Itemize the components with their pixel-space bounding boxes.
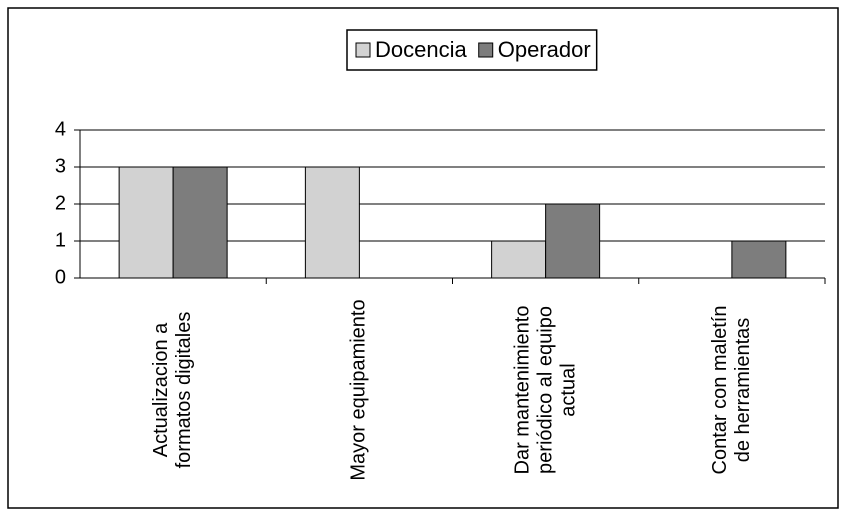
bar bbox=[731, 240, 787, 279]
y-tick-label: 3 bbox=[55, 155, 66, 177]
y-tick-label: 2 bbox=[55, 192, 66, 214]
bar bbox=[545, 203, 601, 279]
x-tick-label: Dar mantenimiento periódico al equipo ac… bbox=[511, 305, 580, 474]
chart-frame bbox=[7, 7, 839, 509]
y-tick-label: 4 bbox=[55, 118, 66, 140]
x-tick-label: Actualizacion a formatos digitales bbox=[150, 311, 196, 468]
bar bbox=[304, 166, 360, 279]
x-tick-label: Contar con maletín de herramientas bbox=[708, 305, 754, 474]
bar bbox=[491, 240, 547, 279]
legend-swatch bbox=[478, 42, 494, 58]
bar bbox=[118, 166, 174, 279]
legend-swatch bbox=[355, 42, 371, 58]
y-tick-label: 0 bbox=[55, 266, 66, 288]
y-tick-label: 1 bbox=[55, 229, 66, 251]
legend-label: Operador bbox=[498, 37, 591, 62]
legend-label: Docencia bbox=[375, 37, 467, 62]
bar bbox=[172, 166, 228, 279]
legend-box bbox=[346, 29, 598, 71]
x-tick-label: Mayor equipamiento bbox=[347, 298, 370, 481]
